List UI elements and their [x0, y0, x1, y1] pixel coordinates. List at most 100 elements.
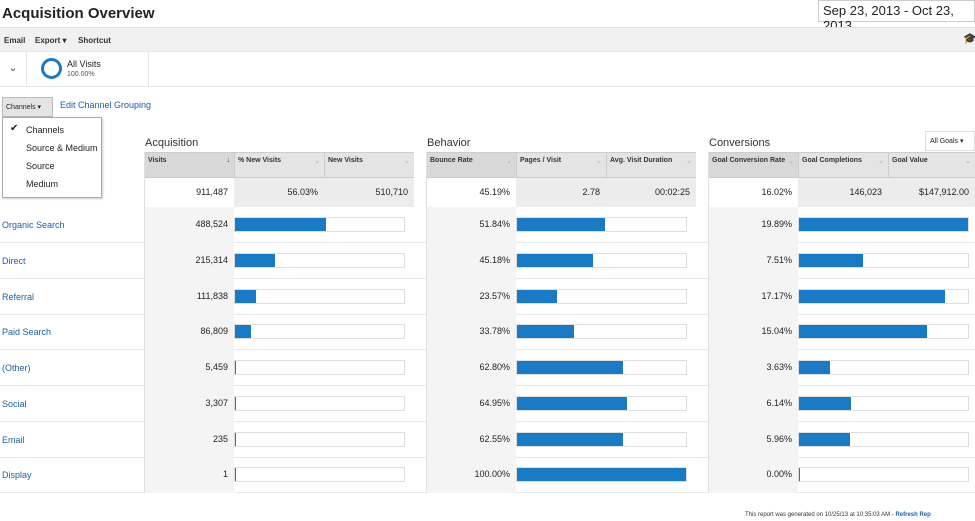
- conv-value: 7.51%: [708, 242, 798, 279]
- sort-icon[interactable]: ⌄: [965, 158, 971, 165]
- segment-name: All Visits: [67, 59, 101, 69]
- chevron-down-icon[interactable]: ⌄: [0, 52, 27, 87]
- sort-icon[interactable]: ⌄: [788, 158, 794, 165]
- group-behavior: Behavior: [427, 137, 471, 149]
- column-header[interactable]: New Visits ⌄: [324, 152, 414, 178]
- channel-link[interactable]: Paid Search: [2, 327, 52, 338]
- visits-bar-track: [234, 467, 405, 483]
- total-value: 146,023: [798, 178, 888, 207]
- visits-bar-track: [234, 252, 405, 268]
- channel-link[interactable]: Direct: [2, 255, 26, 266]
- sort-desc-icon[interactable]: ↓: [226, 157, 231, 164]
- channel-link[interactable]: Display: [2, 470, 32, 481]
- date-range-picker[interactable]: Sep 23, 2013 - Oct 23, 2013: [818, 0, 975, 33]
- bounce-bar: [517, 253, 594, 267]
- visits-bar: [235, 361, 236, 374]
- bounce-bar-track: [516, 467, 687, 483]
- total-value: 56.03%: [234, 178, 324, 207]
- column-header[interactable]: % New Visits ⌄: [234, 152, 324, 178]
- segment-ring-icon: [41, 58, 62, 79]
- menu-item-source-medium[interactable]: Source & Medium: [26, 143, 98, 153]
- menu-item-medium[interactable]: Medium: [26, 179, 59, 189]
- column-header[interactable]: Visits ↓: [144, 152, 234, 178]
- channel-link[interactable]: Referral: [2, 291, 35, 302]
- sort-icon[interactable]: ⌄: [314, 158, 320, 165]
- conv-bar: [799, 432, 850, 446]
- column-header[interactable]: Goal Value ⌄: [888, 152, 975, 178]
- edit-channel-grouping-link[interactable]: Edit Channel Grouping: [60, 100, 152, 110]
- column-header[interactable]: Goal Conversion Rate ⌄: [708, 152, 798, 178]
- sort-icon[interactable]: ⌄: [686, 158, 692, 165]
- bounce-bar-track: [516, 252, 687, 268]
- menu-item-source[interactable]: Source: [26, 161, 55, 171]
- column-header[interactable]: Goal Completions ⌄: [798, 152, 888, 178]
- bounce-bar: [517, 289, 557, 303]
- table-row: Email 235 62.55% 5.96%: [0, 421, 975, 458]
- footer-text: This report was generated on 10/25/13 at…: [745, 512, 896, 518]
- conv-value: 0.00%: [708, 457, 798, 494]
- column-header-label: Goal Conversion Rate: [712, 157, 786, 164]
- page-title: Acquisition Overview: [2, 5, 155, 22]
- visits-bar: [235, 432, 236, 446]
- total-value: 911,487: [144, 178, 234, 207]
- shortcut-button[interactable]: Shortcut: [78, 36, 111, 45]
- table-row: Organic Search 488,524 51.84% 19.89%: [0, 207, 975, 243]
- conv-value: 19.89%: [708, 207, 798, 243]
- refresh-report-link[interactable]: Refresh Rep: [895, 512, 931, 518]
- checkmark-icon: ✔: [10, 123, 19, 134]
- group-acquisition: Acquisition: [145, 137, 199, 149]
- conv-bar: [799, 361, 830, 374]
- sort-icon[interactable]: ⌄: [596, 158, 602, 165]
- channel-link[interactable]: Email: [2, 434, 25, 445]
- toolbar: Email Export ▾ Shortcut 🎓: [0, 27, 975, 52]
- bounce-value: 33.78%: [426, 314, 516, 351]
- conv-value: 3.63%: [708, 350, 798, 386]
- column-divider: [708, 152, 709, 493]
- all-goals-dropdown[interactable]: All Goals ▾: [925, 131, 975, 151]
- column-divider: [426, 152, 427, 493]
- channel-link[interactable]: Social: [2, 398, 27, 409]
- column-header[interactable]: Pages / Visit ⌄: [516, 152, 606, 178]
- table-row: Display 1 100.00% 0.00%: [0, 457, 975, 494]
- total-value: 45.19%: [426, 178, 516, 207]
- channels-dropdown[interactable]: Channels ▾: [2, 97, 53, 117]
- table-row: Paid Search 86,809 33.78% 15.04%: [0, 314, 975, 351]
- conv-value: 17.17%: [708, 278, 798, 315]
- visits-bar: [235, 468, 236, 482]
- column-header[interactable]: Avg. Visit Duration ⌄: [606, 152, 696, 178]
- visits-value: 235: [144, 421, 234, 458]
- menu-item-channels[interactable]: Channels: [26, 125, 65, 135]
- bounce-bar-track: [516, 217, 687, 232]
- conv-bar-track: [798, 467, 969, 483]
- total-value: $147,912.00: [888, 178, 975, 207]
- conv-bar-track: [798, 288, 969, 304]
- bounce-bar: [517, 218, 605, 231]
- bounce-bar: [517, 361, 624, 374]
- graduation-cap-icon[interactable]: 🎓: [963, 33, 975, 45]
- total-value: 510,710: [324, 178, 414, 207]
- sort-icon[interactable]: ⌄: [878, 158, 884, 165]
- conv-bar: [799, 289, 945, 303]
- conv-bar-track: [798, 360, 969, 375]
- segment-all-visits[interactable]: [27, 52, 149, 87]
- bounce-value: 45.18%: [426, 242, 516, 279]
- export-button[interactable]: Export ▾: [35, 36, 67, 45]
- bounce-bar-track: [516, 395, 687, 411]
- bounce-value: 62.80%: [426, 350, 516, 386]
- email-button[interactable]: Email: [4, 36, 26, 45]
- visits-value: 1: [144, 457, 234, 494]
- visits-value: 111,838: [144, 278, 234, 315]
- channel-link[interactable]: (Other): [2, 363, 31, 373]
- column-header-label: Goal Completions: [802, 157, 862, 164]
- sort-icon[interactable]: ⌄: [506, 158, 512, 165]
- table-row: Social 3,307 64.95% 6.14%: [0, 385, 975, 422]
- visits-bar: [235, 253, 275, 267]
- total-value: 16.02%: [708, 178, 798, 207]
- bounce-value: 100.00%: [426, 457, 516, 494]
- column-header[interactable]: Bounce Rate ⌄: [426, 152, 516, 178]
- column-divider: [144, 152, 145, 493]
- conv-bar: [799, 253, 863, 267]
- channel-link[interactable]: Organic Search: [2, 220, 65, 230]
- sort-icon[interactable]: ⌄: [404, 158, 410, 165]
- column-header-label: Avg. Visit Duration: [610, 157, 673, 164]
